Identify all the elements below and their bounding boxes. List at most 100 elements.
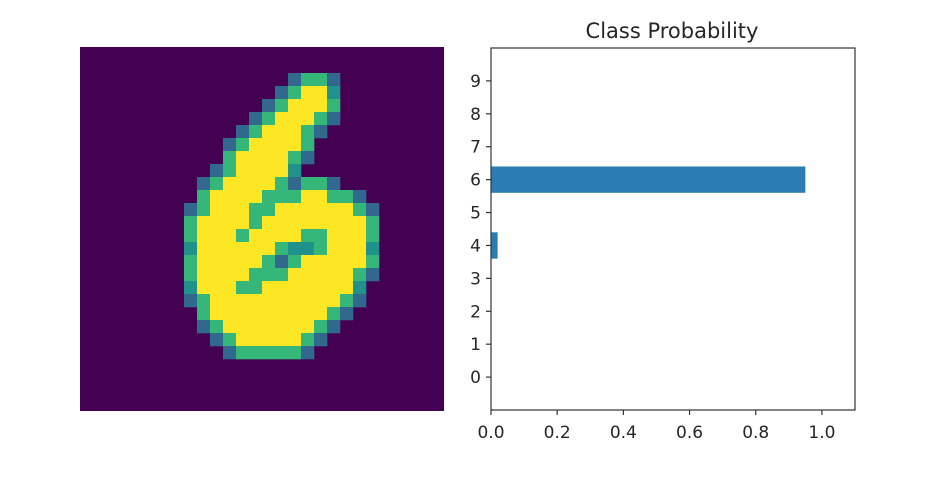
digit-pixel — [288, 125, 302, 139]
digit-pixel — [249, 138, 263, 152]
digit-pixel — [210, 177, 224, 191]
digit-pixel — [327, 281, 341, 295]
digit-pixel — [184, 268, 198, 282]
digit-pixel — [275, 320, 289, 334]
digit-pixel — [275, 242, 289, 256]
digit-pixel — [184, 294, 198, 308]
digit-pixel — [249, 177, 263, 191]
digit-pixel — [262, 138, 276, 152]
digit-pixel — [366, 216, 380, 230]
digit-pixel — [327, 320, 341, 334]
digit-pixel — [314, 125, 328, 139]
digit-pixel — [275, 125, 289, 139]
digit-pixel — [262, 320, 276, 334]
digit-pixel — [275, 281, 289, 295]
digit-pixel — [262, 99, 276, 113]
digit-pixel — [301, 73, 315, 87]
digit-pixel — [236, 190, 250, 204]
digit-pixel — [275, 216, 289, 230]
digit-pixel — [301, 177, 315, 191]
digit-pixel — [340, 268, 354, 282]
digit-pixel — [353, 190, 367, 204]
digit-pixel — [249, 320, 263, 334]
digit-pixel — [275, 112, 289, 126]
digit-pixel — [327, 112, 341, 126]
digit-pixel — [262, 281, 276, 295]
x-tick-label: 0.4 — [610, 423, 637, 443]
digit-pixel — [301, 346, 315, 360]
digit-pixel — [223, 294, 237, 308]
digit-pixel — [353, 242, 367, 256]
digit-pixel — [210, 203, 224, 217]
digit-pixel — [249, 307, 263, 321]
digit-pixel — [327, 190, 341, 204]
digit-pixel — [288, 86, 302, 100]
digit-pixel — [223, 242, 237, 256]
digit-pixel — [301, 307, 315, 321]
y-tick-label: 6 — [470, 171, 481, 191]
digit-pixel — [223, 203, 237, 217]
digit-pixel — [223, 229, 237, 243]
digit-pixel — [210, 281, 224, 295]
digit-pixel — [236, 320, 250, 334]
digit-pixel — [353, 294, 367, 308]
digit-pixel — [301, 216, 315, 230]
digit-pixel — [301, 255, 315, 269]
digit-pixel — [249, 125, 263, 139]
digit-pixel — [288, 333, 302, 347]
digit-pixel — [184, 216, 198, 230]
digit-pixel — [288, 255, 302, 269]
digit-pixel — [301, 333, 315, 347]
digit-pixel — [236, 125, 250, 139]
digit-pixel — [327, 99, 341, 113]
digit-pixel — [184, 281, 198, 295]
digit-pixel — [340, 281, 354, 295]
digit-pixel — [340, 242, 354, 256]
digit-pixel — [236, 333, 250, 347]
digit-pixel — [288, 99, 302, 113]
digit-pixel — [197, 268, 211, 282]
digit-pixel — [275, 86, 289, 100]
digit-pixel — [262, 346, 276, 360]
chart-title: Class Probability — [586, 19, 759, 43]
digit-pixel — [301, 86, 315, 100]
digit-pixel — [275, 203, 289, 217]
digit-pixel — [340, 255, 354, 269]
digit-pixel — [288, 112, 302, 126]
digit-pixel — [366, 255, 380, 269]
digit-pixel — [184, 255, 198, 269]
x-tick-label: 1.0 — [808, 423, 835, 443]
digit-pixel — [275, 177, 289, 191]
digit-pixel — [353, 216, 367, 230]
digit-pixel — [249, 281, 263, 295]
digit-pixel — [223, 255, 237, 269]
digit-pixel — [262, 203, 276, 217]
digit-pixel — [223, 268, 237, 282]
x-tick-label: 0.6 — [676, 423, 703, 443]
digit-pixels — [184, 73, 380, 360]
digit-pixel — [340, 203, 354, 217]
digit-pixel — [262, 268, 276, 282]
digit-pixel — [275, 294, 289, 308]
digit-pixel — [262, 216, 276, 230]
digit-pixel — [301, 268, 315, 282]
digit-pixel — [288, 294, 302, 308]
y-tick-label: 7 — [470, 138, 481, 158]
digit-pixel — [262, 151, 276, 165]
digit-pixel — [353, 255, 367, 269]
digit-pixel — [366, 203, 380, 217]
digit-pixel — [210, 190, 224, 204]
digit-pixel — [314, 112, 328, 126]
digit-pixel — [301, 281, 315, 295]
digit-pixel — [249, 255, 263, 269]
digit-pixel — [288, 346, 302, 360]
y-axis-ticks: 0 1 2 3 4 5 6 7 8 9 — [470, 72, 491, 388]
digit-pixel — [210, 333, 224, 347]
digit-pixel — [288, 151, 302, 165]
digit-pixel — [340, 294, 354, 308]
digit-pixel — [249, 294, 263, 308]
digit-pixel — [327, 242, 341, 256]
bar-class-6 — [491, 166, 806, 193]
